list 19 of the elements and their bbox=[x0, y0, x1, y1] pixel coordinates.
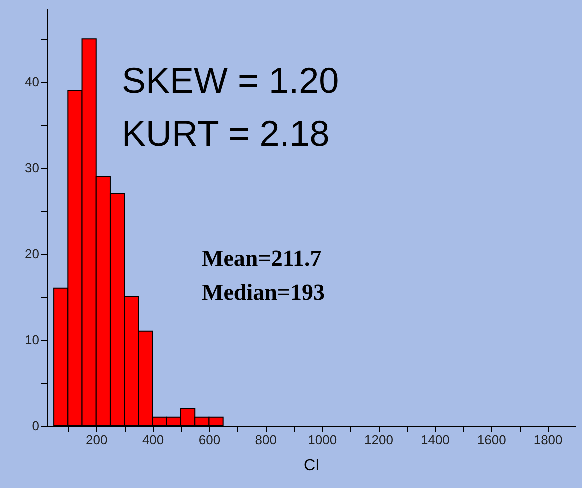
x-tick-label: 400 bbox=[142, 432, 164, 448]
y-tick-label: 10 bbox=[25, 332, 40, 348]
y-tick-label: 20 bbox=[25, 246, 40, 262]
annotation: SKEW = 1.20 bbox=[122, 60, 340, 101]
annotation: KURT = 2.18 bbox=[122, 113, 330, 154]
x-axis-title: CI bbox=[304, 458, 320, 474]
y-tick-label: 0 bbox=[32, 418, 40, 434]
x-tick-label: 1600 bbox=[477, 432, 506, 448]
y-tick-label: 40 bbox=[25, 74, 40, 90]
x-tick-label: 1400 bbox=[420, 432, 450, 448]
x-tick-label: 1000 bbox=[308, 432, 338, 448]
x-tick-label: 200 bbox=[86, 432, 108, 448]
x-tick-label: 1200 bbox=[364, 432, 394, 448]
x-tick-label: 1800 bbox=[534, 432, 563, 448]
x-tick-label: 600 bbox=[198, 432, 221, 448]
x-tick-label: 800 bbox=[255, 432, 278, 448]
annotation: Mean=211.7 bbox=[202, 246, 322, 271]
annotation: Median=193 bbox=[202, 280, 325, 305]
y-tick-label: 30 bbox=[25, 160, 40, 176]
